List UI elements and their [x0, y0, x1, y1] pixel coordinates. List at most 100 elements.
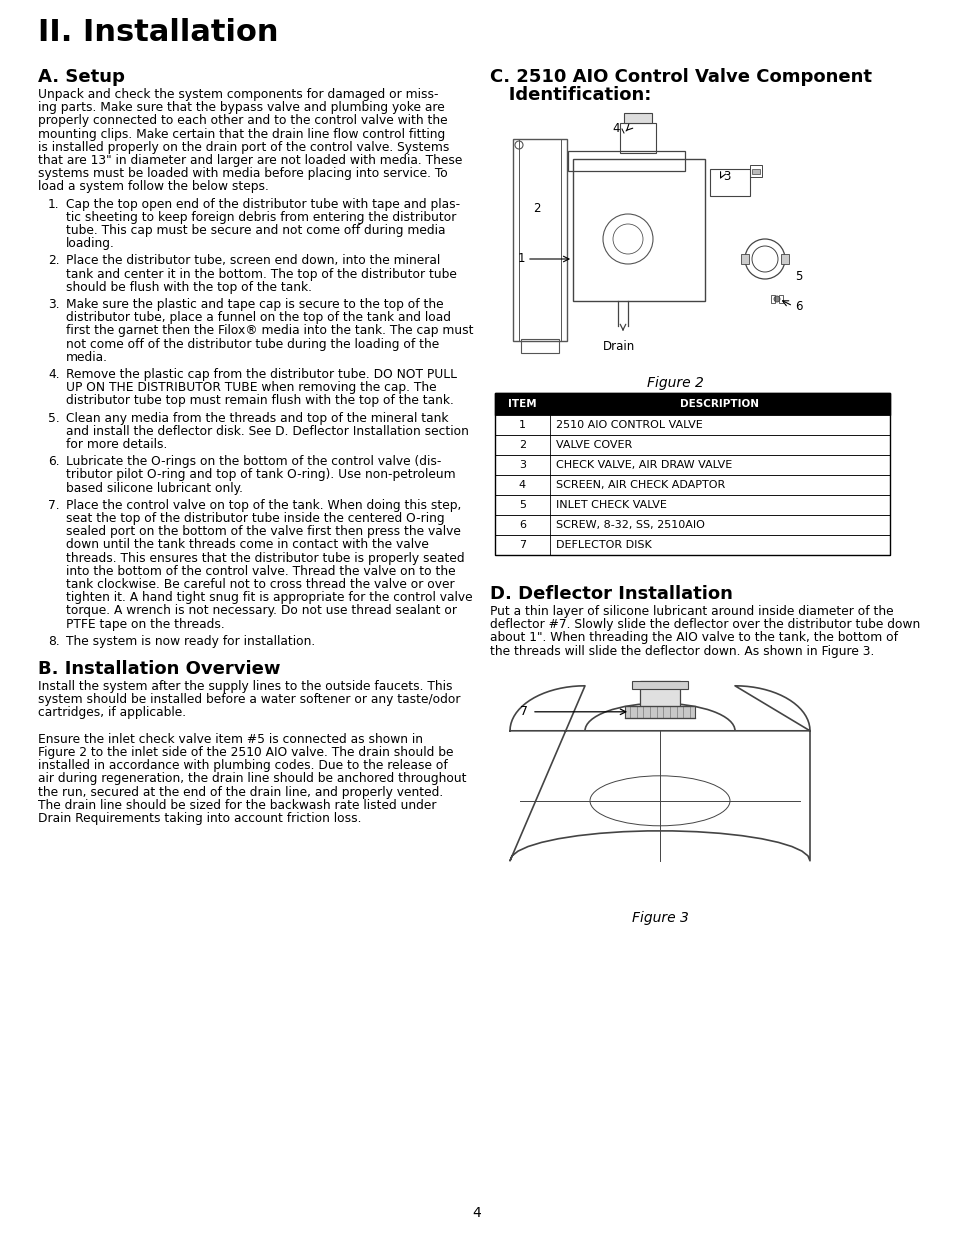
Text: ing parts. Make sure that the bypass valve and plumbing yoke are: ing parts. Make sure that the bypass val…	[38, 101, 444, 114]
Text: tank and center it in the bottom. The top of the distributor tube: tank and center it in the bottom. The to…	[66, 268, 456, 280]
Bar	[495, 393, 889, 555]
Text: 6.: 6.	[48, 456, 59, 468]
Text: tube. This cap must be secure and not come off during media: tube. This cap must be secure and not co…	[66, 224, 445, 237]
Text: 3.: 3.	[48, 298, 59, 311]
Text: the threads will slide the deflector down. As shown in Figure 3.: the threads will slide the deflector dow…	[490, 645, 874, 657]
Text: Figure 2: Figure 2	[646, 375, 702, 390]
Text: Make sure the plastic and tape cap is secure to the top of the: Make sure the plastic and tape cap is se…	[66, 298, 443, 311]
Text: 3: 3	[722, 169, 730, 183]
Text: CHECK VALVE, AIR DRAW VALVE: CHECK VALVE, AIR DRAW VALVE	[556, 459, 732, 471]
Text: Figure 3: Figure 3	[631, 910, 688, 925]
Bar	[495, 415, 889, 435]
Text: threads. This ensures that the distributor tube is properly seated: threads. This ensures that the distribut…	[66, 552, 464, 564]
Text: II. Installation: II. Installation	[38, 19, 278, 47]
Text: UP ON THE DISTRIBUTOR TUBE when removing the cap. The: UP ON THE DISTRIBUTOR TUBE when removing…	[66, 382, 436, 394]
Bar	[495, 475, 889, 495]
Text: ITEM: ITEM	[508, 399, 537, 409]
Text: C. 2510 AIO Control Valve Component: C. 2510 AIO Control Valve Component	[490, 68, 871, 86]
Text: The system is now ready for installation.: The system is now ready for installation…	[66, 635, 314, 648]
Text: Clean any media from the threads and top of the mineral tank: Clean any media from the threads and top…	[66, 411, 448, 425]
Text: 4.: 4.	[48, 368, 59, 382]
Text: A. Setup: A. Setup	[38, 68, 125, 86]
Text: Drain Requirements taking into account friction loss.: Drain Requirements taking into account f…	[38, 811, 361, 825]
Text: distributor tube, place a funnel on the top of the tank and load: distributor tube, place a funnel on the …	[66, 311, 451, 325]
Text: cartridges, if applicable.: cartridges, if applicable.	[38, 706, 186, 720]
Bar	[623, 112, 651, 124]
Text: into the bottom of the control valve. Thread the valve on to the: into the bottom of the control valve. Th…	[66, 564, 456, 578]
Bar	[639, 680, 679, 711]
Text: for more details.: for more details.	[66, 438, 167, 451]
Text: 6: 6	[794, 300, 801, 314]
Text: that are 13" in diameter and larger are not loaded with media. These: that are 13" in diameter and larger are …	[38, 154, 462, 167]
Text: properly connected to each other and to the control valve with the: properly connected to each other and to …	[38, 115, 447, 127]
Text: DEFLECTOR DISK: DEFLECTOR DISK	[556, 540, 651, 550]
Text: media.: media.	[66, 351, 108, 364]
Text: 3: 3	[518, 459, 525, 471]
Text: Put a thin layer of silicone lubricant around inside diameter of the: Put a thin layer of silicone lubricant a…	[490, 605, 893, 618]
Text: distributor tube top must remain flush with the top of the tank.: distributor tube top must remain flush w…	[66, 394, 454, 408]
Text: D. Deflector Installation: D. Deflector Installation	[490, 585, 732, 603]
Text: tributor pilot O-ring and top of tank O-ring). Use non-petroleum: tributor pilot O-ring and top of tank O-…	[66, 468, 456, 482]
Text: down until the tank threads come in contact with the valve: down until the tank threads come in cont…	[66, 538, 429, 551]
Bar	[631, 680, 687, 689]
Bar	[781, 254, 788, 264]
Text: INLET CHECK VALVE: INLET CHECK VALVE	[556, 500, 666, 510]
Text: installed in accordance with plumbing codes. Due to the release of: installed in accordance with plumbing co…	[38, 760, 447, 772]
Text: 1: 1	[517, 252, 524, 266]
Text: deflector #7. Slowly slide the deflector over the distributor tube down: deflector #7. Slowly slide the deflector…	[490, 619, 920, 631]
Text: Lubricate the O-rings on the bottom of the control valve (dis-: Lubricate the O-rings on the bottom of t…	[66, 456, 441, 468]
Text: VALVE COVER: VALVE COVER	[556, 440, 632, 450]
Text: 2.: 2.	[48, 254, 59, 268]
Text: based silicone lubricant only.: based silicone lubricant only.	[66, 482, 243, 494]
Text: Unpack and check the system components for damaged or miss-: Unpack and check the system components f…	[38, 88, 438, 101]
Bar	[567, 151, 684, 170]
Text: 2510 AIO CONTROL VALVE: 2510 AIO CONTROL VALVE	[556, 420, 702, 430]
Text: 1.: 1.	[48, 198, 59, 211]
Text: 2: 2	[533, 203, 540, 215]
Text: is installed properly on the drain port of the control valve. Systems: is installed properly on the drain port …	[38, 141, 449, 154]
Text: 5.: 5.	[48, 411, 60, 425]
Text: seat the top of the distributor tube inside the centered O-ring: seat the top of the distributor tube ins…	[66, 513, 444, 525]
Circle shape	[773, 296, 780, 303]
Text: should be flush with the top of the tank.: should be flush with the top of the tank…	[66, 280, 312, 294]
Bar	[751, 169, 760, 174]
Text: system should be installed before a water softener or any taste/odor: system should be installed before a wate…	[38, 693, 460, 706]
Text: mounting clips. Make certain that the drain line flow control fitting: mounting clips. Make certain that the dr…	[38, 127, 445, 141]
Text: 7: 7	[519, 705, 527, 719]
Bar	[779, 295, 782, 303]
Text: SCREW, 8-32, SS, 2510AIO: SCREW, 8-32, SS, 2510AIO	[556, 520, 704, 530]
Text: Figure 2 to the inlet side of the 2510 AIO valve. The drain should be: Figure 2 to the inlet side of the 2510 A…	[38, 746, 453, 760]
Text: The drain line should be sized for the backwash rate listed under: The drain line should be sized for the b…	[38, 799, 436, 811]
Text: 7.: 7.	[48, 499, 59, 511]
Bar	[513, 140, 566, 341]
Text: and install the deflector disk. See D. Deflector Installation section: and install the deflector disk. See D. D…	[66, 425, 468, 437]
Text: 5: 5	[794, 269, 801, 283]
Text: the run, secured at the end of the drain line, and properly vented.: the run, secured at the end of the drain…	[38, 785, 443, 799]
Bar	[495, 495, 889, 515]
Bar	[619, 124, 656, 153]
Text: Install the system after the supply lines to the outside faucets. This: Install the system after the supply line…	[38, 680, 452, 693]
Text: 2: 2	[518, 440, 525, 450]
Text: Drain: Drain	[602, 340, 635, 353]
Text: Identification:: Identification:	[490, 86, 651, 104]
Text: Ensure the inlet check valve item #5 is connected as shown in: Ensure the inlet check valve item #5 is …	[38, 732, 422, 746]
Bar	[495, 515, 889, 535]
Text: 1: 1	[518, 420, 525, 430]
Text: about 1". When threading the AIO valve to the tank, the bottom of: about 1". When threading the AIO valve t…	[490, 631, 897, 645]
Text: torque. A wrench is not necessary. Do not use thread sealant or: torque. A wrench is not necessary. Do no…	[66, 604, 456, 618]
Text: DESCRIPTION: DESCRIPTION	[679, 399, 759, 409]
Text: PTFE tape on the threads.: PTFE tape on the threads.	[66, 618, 225, 631]
Text: Place the control valve on top of the tank. When doing this step,: Place the control valve on top of the ta…	[66, 499, 461, 511]
Text: B. Installation Overview: B. Installation Overview	[38, 659, 280, 678]
Text: 4: 4	[472, 1207, 481, 1220]
Bar	[495, 393, 889, 415]
Text: first the garnet then the Filox® media into the tank. The cap must: first the garnet then the Filox® media i…	[66, 325, 473, 337]
Text: loading.: loading.	[66, 237, 114, 251]
Text: tighten it. A hand tight snug fit is appropriate for the control valve: tighten it. A hand tight snug fit is app…	[66, 592, 472, 604]
Bar	[770, 295, 774, 303]
Bar	[709, 169, 749, 196]
Bar	[495, 454, 889, 475]
Text: 5: 5	[518, 500, 525, 510]
Text: sealed port on the bottom of the valve first then press the valve: sealed port on the bottom of the valve f…	[66, 525, 460, 538]
Text: not come off of the distributor tube during the loading of the: not come off of the distributor tube dur…	[66, 337, 438, 351]
